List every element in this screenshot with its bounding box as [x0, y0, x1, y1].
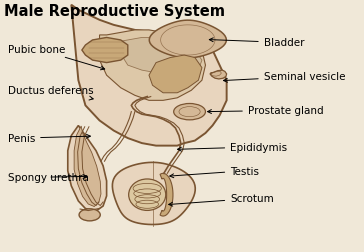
- Text: Penis: Penis: [8, 134, 90, 143]
- Text: Ductus deferens: Ductus deferens: [8, 86, 94, 101]
- Ellipse shape: [174, 104, 205, 120]
- Text: Prostate gland: Prostate gland: [207, 106, 324, 116]
- Polygon shape: [112, 163, 195, 225]
- Text: Bladder: Bladder: [209, 38, 304, 48]
- Ellipse shape: [79, 209, 100, 221]
- Polygon shape: [149, 56, 202, 93]
- Polygon shape: [68, 126, 107, 211]
- Ellipse shape: [128, 179, 166, 211]
- Text: Seminal vesicle: Seminal vesicle: [223, 72, 345, 83]
- Text: Male Reproductive System: Male Reproductive System: [4, 5, 225, 19]
- Polygon shape: [210, 71, 227, 80]
- Text: Epididymis: Epididymis: [178, 142, 287, 152]
- Polygon shape: [99, 31, 205, 101]
- Text: Scrotum: Scrotum: [169, 194, 274, 206]
- Text: Spongy urethra: Spongy urethra: [8, 172, 88, 182]
- Polygon shape: [149, 21, 226, 59]
- Text: Pubic bone: Pubic bone: [8, 45, 105, 71]
- Polygon shape: [82, 38, 128, 63]
- Polygon shape: [71, 6, 227, 146]
- Polygon shape: [74, 127, 101, 207]
- Polygon shape: [160, 174, 173, 216]
- Text: Testis: Testis: [170, 166, 259, 178]
- Polygon shape: [114, 38, 202, 76]
